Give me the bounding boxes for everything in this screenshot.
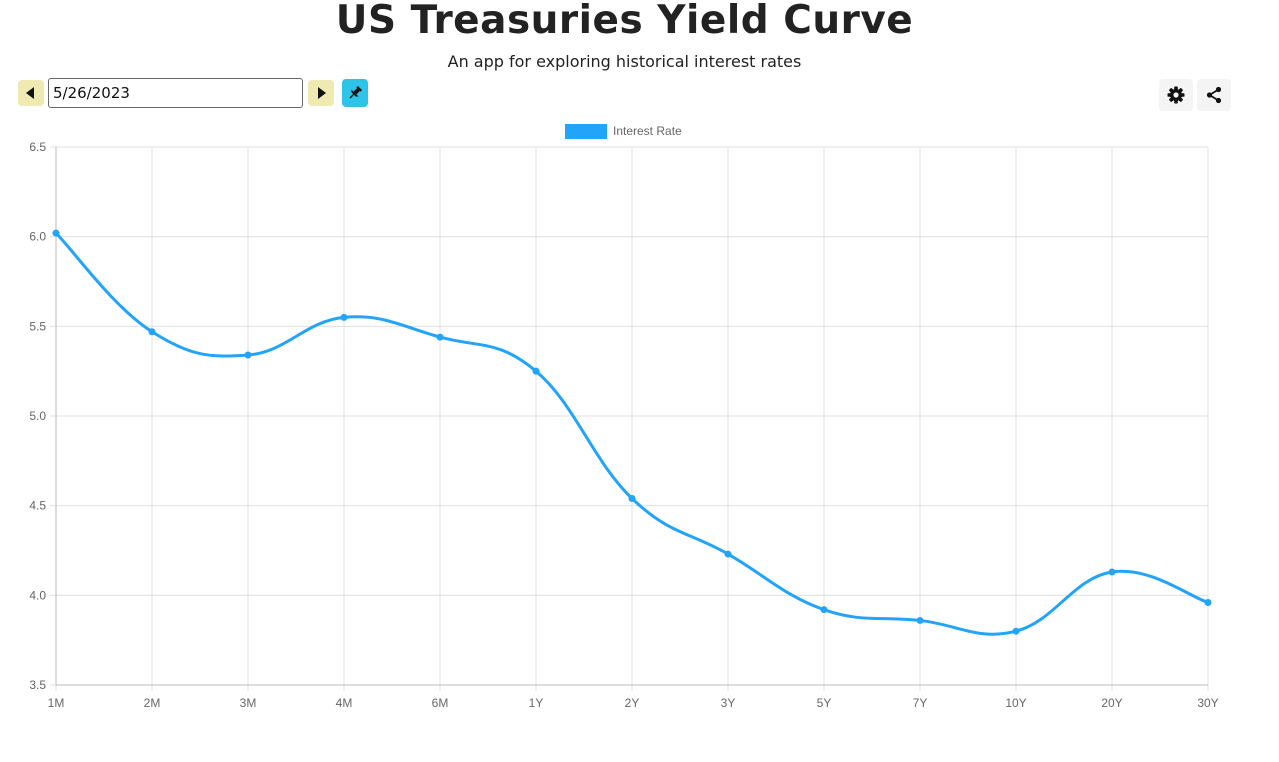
page-subtitle: An app for exploring historical interest… <box>447 52 802 71</box>
x-tick-label: 10Y <box>1005 696 1026 710</box>
data-point-1m <box>52 229 60 237</box>
date-input[interactable] <box>48 78 303 108</box>
x-tick-label: 1Y <box>529 696 544 710</box>
share-button[interactable] <box>1197 79 1231 111</box>
y-tick-label: 5.0 <box>29 409 46 423</box>
data-point-1y <box>532 367 540 375</box>
page-title: US Treasuries Yield Curve <box>335 0 914 43</box>
triangle-right-icon <box>318 87 326 99</box>
previous-date-button[interactable] <box>18 80 44 106</box>
chart-grid <box>50 146 1209 691</box>
chart-legend[interactable]: Interest Rate <box>565 124 682 139</box>
yield-curve-chart: 6.5 6.0 5.5 5.0 4.5 4.0 3.5 1M 2M 3M 4M 6M 1Y 2Y 3Y 5Y… <box>29 124 1219 710</box>
data-point-3m <box>244 351 252 359</box>
x-tick-label: 4M <box>336 696 353 710</box>
data-point-5y <box>820 606 828 614</box>
x-axis: 1M 2M 3M 4M 6M 1Y 2Y 3Y 5Y 7Y 10Y 20Y 30Y <box>48 696 1219 710</box>
y-tick-label: 3.5 <box>29 678 46 692</box>
data-point-30y <box>1204 599 1212 607</box>
pin-button[interactable] <box>342 79 368 107</box>
data-points <box>52 229 1212 635</box>
legend-label[interactable]: Interest Rate <box>613 124 682 138</box>
next-date-button[interactable] <box>308 80 334 106</box>
x-tick-label: 3Y <box>721 696 736 710</box>
y-axis: 6.5 6.0 5.5 5.0 4.5 4.0 3.5 <box>29 140 46 692</box>
x-tick-label: 6M <box>432 696 449 710</box>
x-tick-label: 2M <box>144 696 161 710</box>
y-tick-label: 6.5 <box>29 140 46 154</box>
x-tick-label: 1M <box>48 696 65 710</box>
data-point-4m <box>340 313 348 321</box>
pin-icon <box>349 85 363 99</box>
data-point-7y <box>916 616 924 624</box>
y-tick-label: 6.0 <box>29 230 46 244</box>
x-tick-label: 3M <box>240 696 257 710</box>
y-tick-label: 4.5 <box>29 499 46 513</box>
x-tick-label: 5Y <box>817 696 832 710</box>
x-tick-label: 7Y <box>913 696 928 710</box>
data-point-2y <box>628 494 636 502</box>
settings-button[interactable] <box>1159 79 1193 111</box>
data-point-10y <box>1012 627 1020 635</box>
y-tick-label: 5.5 <box>29 319 46 333</box>
x-tick-label: 2Y <box>625 696 640 710</box>
y-tick-label: 4.0 <box>29 588 46 602</box>
legend-swatch[interactable] <box>565 124 607 139</box>
share-icon <box>1206 86 1222 104</box>
data-point-20y <box>1108 568 1116 576</box>
x-tick-label: 20Y <box>1101 696 1122 710</box>
data-point-6m <box>436 333 444 341</box>
x-tick-label: 30Y <box>1197 696 1218 710</box>
gear-icon <box>1167 86 1185 104</box>
triangle-left-icon <box>26 87 34 99</box>
data-point-3y <box>724 550 732 558</box>
data-point-2m <box>148 328 156 336</box>
